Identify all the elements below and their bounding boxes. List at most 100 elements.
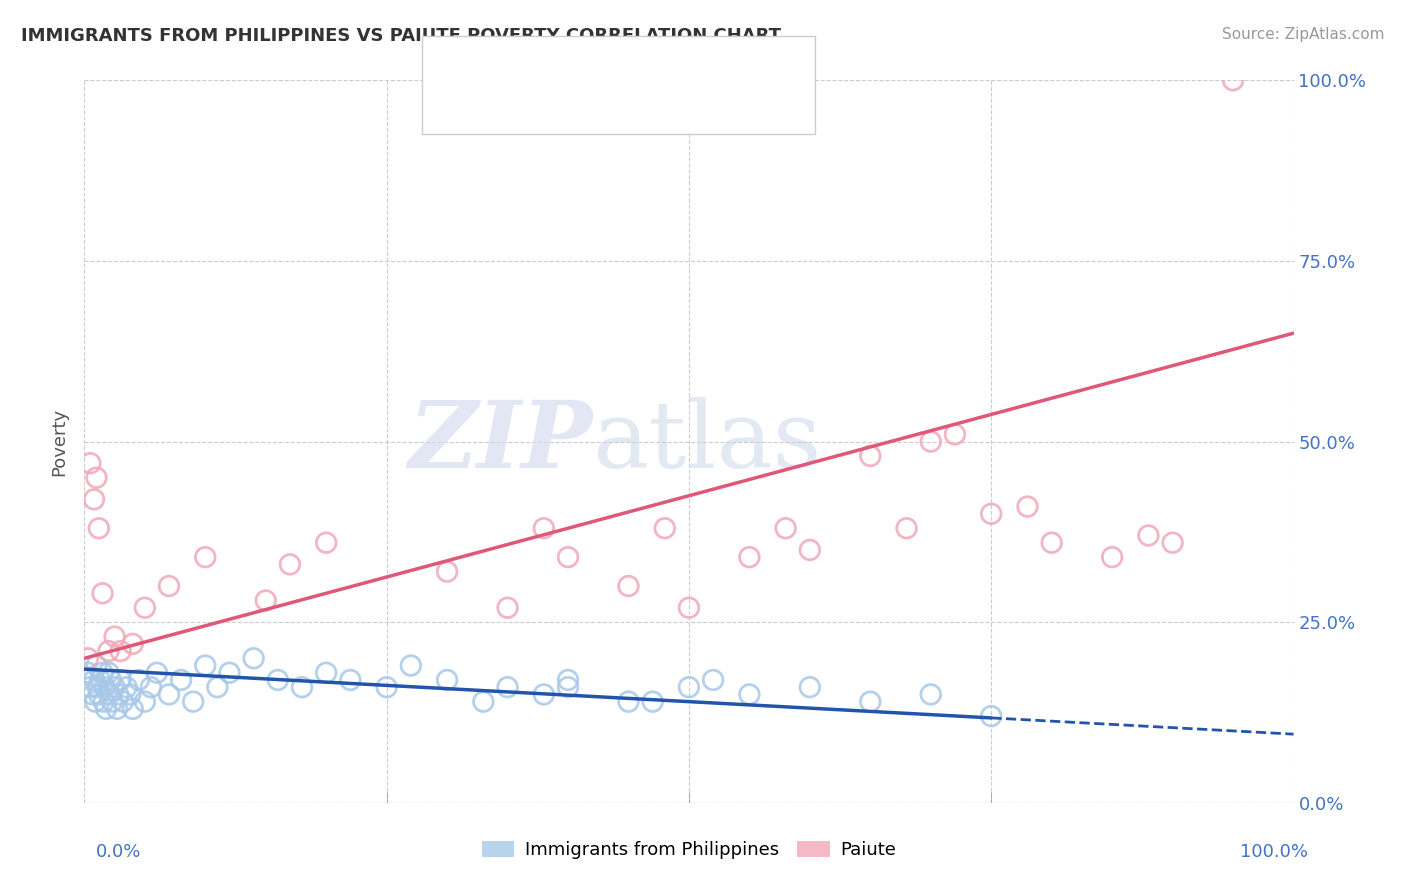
Point — [157, 687, 180, 701]
Point — [557, 550, 579, 565]
Point — [104, 630, 127, 644]
Point — [97, 644, 120, 658]
Point — [896, 521, 918, 535]
Point — [617, 579, 640, 593]
Text: atlas: atlas — [592, 397, 821, 486]
Point — [1161, 535, 1184, 549]
Point — [315, 665, 337, 680]
Point — [1040, 535, 1063, 549]
Point — [436, 673, 458, 687]
Text: R = -0.206   N = 57: R = -0.206 N = 57 — [482, 56, 659, 74]
Point — [89, 673, 111, 687]
Point — [157, 579, 180, 593]
Point — [1017, 500, 1039, 514]
Point — [859, 695, 882, 709]
Point — [86, 680, 108, 694]
Point — [91, 586, 114, 600]
Point — [146, 665, 169, 680]
Point — [105, 702, 128, 716]
Point — [134, 695, 156, 709]
Point — [943, 427, 966, 442]
Point — [77, 665, 100, 680]
Point — [533, 521, 555, 535]
Point — [97, 665, 120, 680]
Point — [94, 702, 117, 716]
Point — [641, 695, 664, 709]
Text: 100.0%: 100.0% — [1240, 843, 1308, 861]
Point — [100, 673, 122, 687]
Point — [181, 695, 204, 709]
Point — [738, 550, 761, 565]
Point — [134, 600, 156, 615]
Text: Source: ZipAtlas.com: Source: ZipAtlas.com — [1222, 27, 1385, 42]
Point — [82, 687, 104, 701]
Point — [84, 695, 107, 709]
Point — [115, 680, 138, 694]
Point — [194, 658, 217, 673]
Point — [87, 521, 110, 535]
Point — [1222, 73, 1244, 87]
Point — [207, 680, 229, 694]
Point — [436, 565, 458, 579]
Point — [77, 651, 100, 665]
Point — [83, 673, 105, 687]
Point — [218, 665, 240, 680]
Point — [678, 600, 700, 615]
Point — [170, 673, 193, 687]
Text: ZIP: ZIP — [408, 397, 592, 486]
Point — [496, 680, 519, 694]
Point — [702, 673, 724, 687]
Point — [920, 687, 942, 701]
Text: IMMIGRANTS FROM PHILIPPINES VS PAIUTE POVERTY CORRELATION CHART: IMMIGRANTS FROM PHILIPPINES VS PAIUTE PO… — [21, 27, 782, 45]
Point — [980, 709, 1002, 723]
Point — [87, 687, 110, 701]
Point — [110, 673, 132, 687]
Point — [128, 673, 150, 687]
Point — [291, 680, 314, 694]
Point — [980, 507, 1002, 521]
Point — [678, 680, 700, 694]
Point — [496, 600, 519, 615]
Point — [315, 535, 337, 549]
Point — [79, 680, 101, 694]
Point — [120, 687, 142, 701]
Point — [121, 702, 143, 716]
Point — [775, 521, 797, 535]
Point — [1101, 550, 1123, 565]
Point — [557, 680, 579, 694]
Text: R =  0.684   N = 37: R = 0.684 N = 37 — [482, 101, 658, 119]
Point — [399, 658, 422, 673]
Point — [267, 673, 290, 687]
Point — [278, 558, 301, 572]
Point — [375, 680, 398, 694]
Legend: Immigrants from Philippines, Paiute: Immigrants from Philippines, Paiute — [474, 833, 904, 866]
Point — [654, 521, 676, 535]
Point — [339, 673, 361, 687]
Point — [738, 687, 761, 701]
Point — [110, 644, 132, 658]
Point — [242, 651, 264, 665]
Point — [104, 680, 127, 694]
Point — [91, 665, 114, 680]
Point — [101, 695, 124, 709]
Point — [112, 695, 135, 709]
Point — [254, 593, 277, 607]
Point — [533, 687, 555, 701]
Point — [86, 658, 108, 673]
Point — [859, 449, 882, 463]
Point — [94, 680, 117, 694]
Point — [799, 542, 821, 557]
Point — [121, 637, 143, 651]
Point — [617, 695, 640, 709]
Point — [86, 471, 108, 485]
Point — [83, 492, 105, 507]
Point — [472, 695, 495, 709]
Point — [1137, 528, 1160, 542]
Point — [920, 434, 942, 449]
Point — [98, 687, 121, 701]
Text: 0.0%: 0.0% — [96, 843, 141, 861]
Point — [107, 687, 129, 701]
Point — [139, 680, 162, 694]
Point — [557, 673, 579, 687]
Point — [79, 456, 101, 470]
